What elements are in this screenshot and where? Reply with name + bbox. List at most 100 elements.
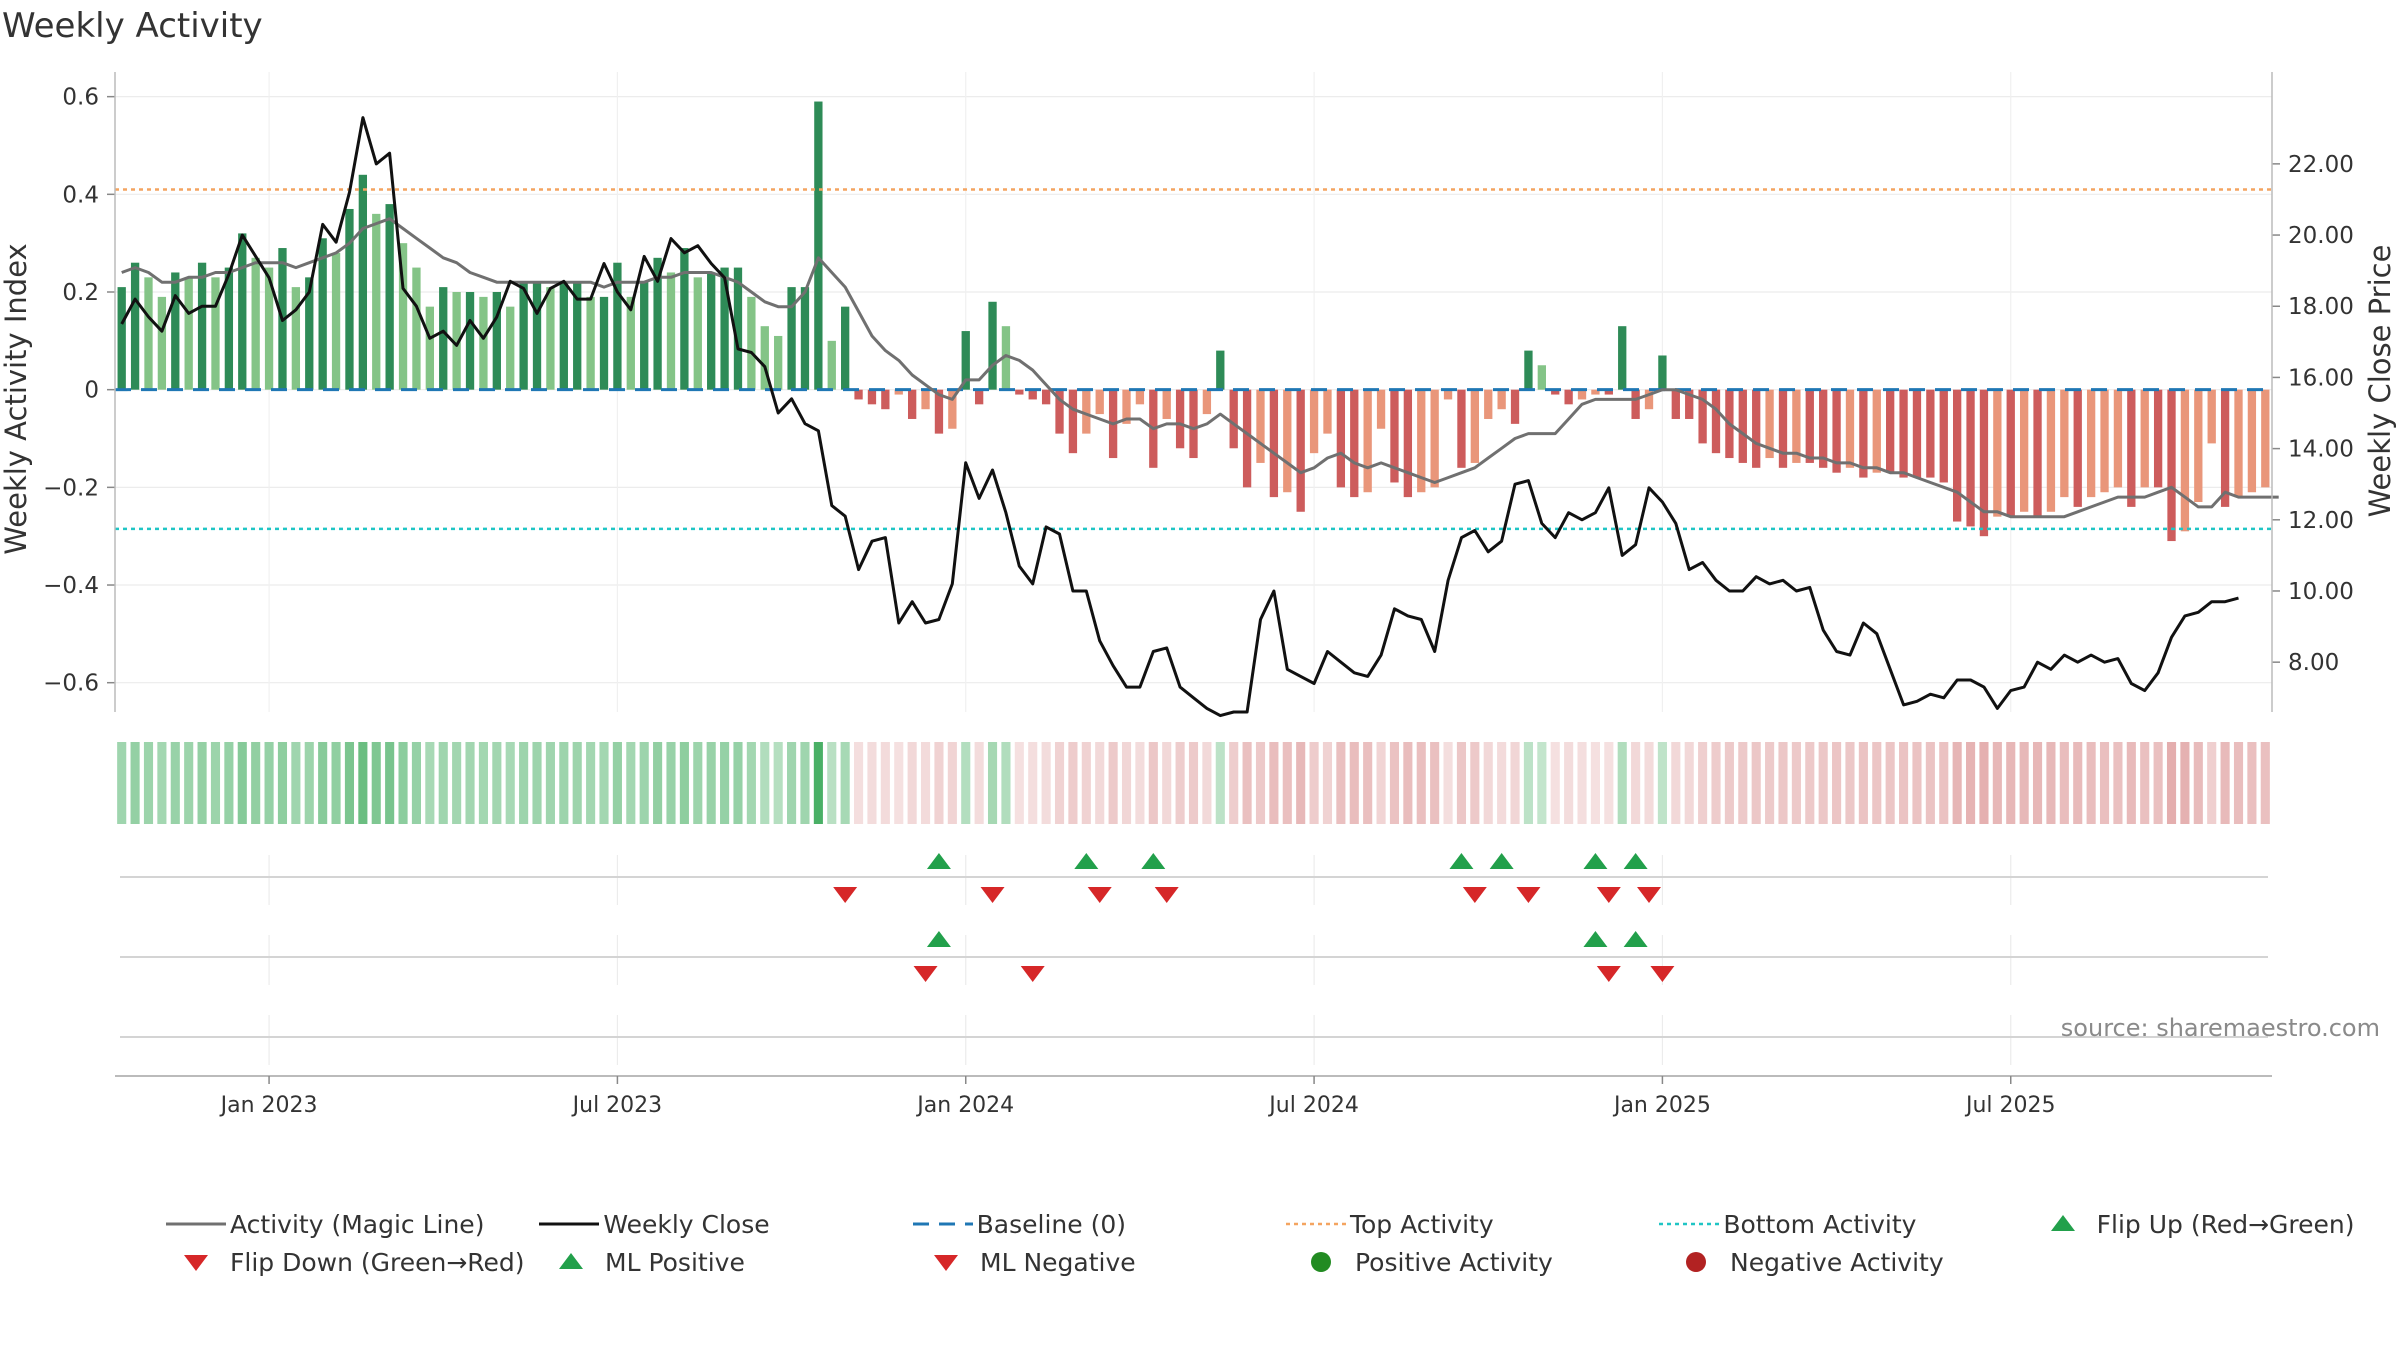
heat-cell xyxy=(465,742,475,824)
legend-label-positive-activity: Positive Activity xyxy=(1355,1247,1553,1277)
legend-item-magic-line: Activity (Magic Line) xyxy=(160,1209,533,1239)
reference-lines xyxy=(115,188,2272,531)
activity-bar xyxy=(2207,389,2216,444)
ml-negative-marker xyxy=(1020,966,1045,982)
activity-bar xyxy=(1859,389,1868,478)
activity-bar xyxy=(345,208,354,390)
flip-down-marker xyxy=(980,887,1005,903)
heat-cell xyxy=(1778,742,1788,824)
activity-bar xyxy=(1537,365,1546,390)
flip-down-marker xyxy=(1462,887,1487,903)
heat-cell xyxy=(1242,742,1252,824)
activity-bar xyxy=(1095,389,1104,415)
activity-bar xyxy=(2019,389,2029,512)
activity-bar xyxy=(1939,389,1948,483)
heat-cell xyxy=(586,742,596,824)
activity-bar xyxy=(398,243,408,390)
activity-bar xyxy=(814,101,823,390)
heat-cell xyxy=(1818,742,1828,824)
heat-cell xyxy=(2086,742,2096,824)
heat-cell xyxy=(813,742,823,824)
heat-cell xyxy=(545,742,555,824)
legend-label-magic-line: Activity (Magic Line) xyxy=(230,1209,485,1239)
flip-down-marker xyxy=(1637,887,1662,903)
activity-bar xyxy=(1470,389,1480,463)
heat-cell xyxy=(385,742,395,824)
activity-bar xyxy=(117,287,126,390)
activity-bar xyxy=(1497,389,1506,410)
activity-bar xyxy=(626,296,635,390)
legend-label-ml-positive: ML Positive xyxy=(605,1247,745,1277)
heat-cell xyxy=(117,742,127,824)
activity-heat-strip xyxy=(117,742,2270,824)
legend-label-weekly-close: Weekly Close xyxy=(603,1209,770,1239)
legend-label-ml-negative: ML Negative xyxy=(980,1247,1136,1277)
activity-bar xyxy=(1524,350,1533,390)
y-right-tick-label: 16.00 xyxy=(2288,365,2354,391)
heat-cell xyxy=(1001,742,1011,824)
activity-bars xyxy=(117,101,2270,542)
heat-cell xyxy=(559,742,569,824)
heat-cell xyxy=(344,742,355,824)
heat-cell xyxy=(1550,742,1560,824)
activity-bar xyxy=(1618,326,1627,390)
activity-bar xyxy=(1577,389,1587,400)
activity-bar xyxy=(974,389,984,405)
legend-item-ml-negative: ML Negative xyxy=(910,1247,1285,1277)
heat-cell xyxy=(1188,742,1199,824)
activity-bar xyxy=(1819,389,1828,468)
activity-bar xyxy=(184,277,193,390)
heat-cell xyxy=(2046,742,2056,824)
activity-bar xyxy=(881,389,890,410)
activity-bar xyxy=(1015,389,1024,395)
activity-bar xyxy=(1430,389,1439,488)
flip-up-marker xyxy=(1623,853,1648,869)
activity-bar xyxy=(1551,389,1560,395)
heat-cell xyxy=(1684,742,1694,824)
magic-line xyxy=(121,217,2279,519)
heat-cell xyxy=(1054,742,1065,824)
heat-cell xyxy=(505,742,515,824)
y-right-tick-label: 12.00 xyxy=(2288,508,2354,534)
activity-bar xyxy=(1443,389,1453,400)
heat-cell xyxy=(371,742,381,824)
heat-cell xyxy=(934,742,944,824)
heat-cell xyxy=(425,742,435,824)
heat-cell xyxy=(157,742,167,824)
heat-cell xyxy=(197,742,207,824)
activity-bar xyxy=(358,174,368,390)
heat-cell xyxy=(1363,742,1373,824)
flip-down-marker xyxy=(1516,887,1541,903)
activity-bar xyxy=(934,389,944,434)
y-left-tick-label: −0.2 xyxy=(43,475,99,501)
heat-cell xyxy=(1282,742,1292,824)
heat-cell xyxy=(1483,742,1493,824)
activity-bar xyxy=(211,277,220,390)
heat-cell xyxy=(787,742,797,824)
heat-cell xyxy=(1416,742,1426,824)
heat-cell xyxy=(277,742,288,824)
activity-bar xyxy=(1189,389,1198,459)
activity-bar xyxy=(586,296,595,390)
heat-cell xyxy=(1322,742,1333,824)
activity-bar xyxy=(1457,389,1466,468)
heat-cell xyxy=(1537,742,1547,824)
ml-negative-marker xyxy=(1596,966,1621,982)
heat-cell xyxy=(358,742,368,824)
heat-cell xyxy=(1309,742,1319,824)
activity-bar xyxy=(2220,389,2230,507)
heat-cell xyxy=(1336,742,1346,824)
heat-cell xyxy=(1470,742,1480,824)
activity-bar xyxy=(573,282,582,390)
activity-bar xyxy=(1376,389,1386,429)
axes: 0.6 0.4 0.2 0 −0.2 −0.4 −0.6 22.00 20.00 18.00 16.… xyxy=(0,72,2397,712)
heat-cell xyxy=(1215,742,1225,824)
activity-bar xyxy=(1001,326,1011,390)
activity-bar xyxy=(157,296,167,390)
activity-bar xyxy=(1162,389,1171,419)
activity-bar xyxy=(1912,389,1922,478)
heat-cell xyxy=(572,742,582,824)
y-right-tick-label: 10.00 xyxy=(2288,579,2354,605)
heat-cell xyxy=(2073,742,2083,824)
activity-bar xyxy=(666,272,676,390)
